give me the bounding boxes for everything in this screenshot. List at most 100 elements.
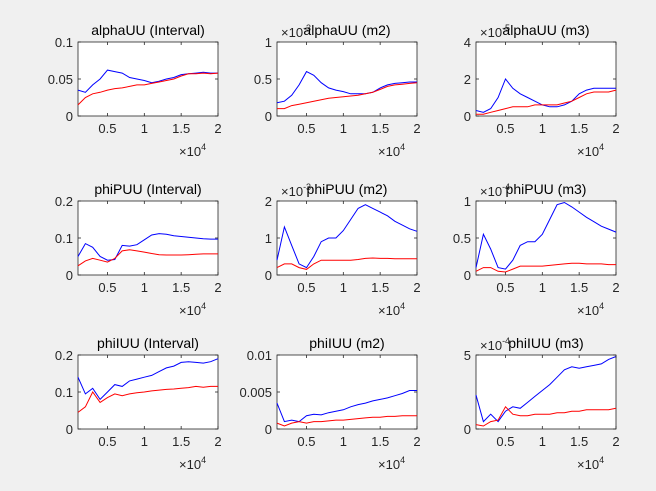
subplot-1: 0.5 1 1.5 2 0 0.05 0.1 ×104 alphaUU (Interval) <box>48 22 222 159</box>
series-line-2 <box>77 249 218 267</box>
y-tick-label: 0.5 <box>453 231 471 246</box>
x-tick-label: 2 <box>214 280 221 295</box>
x-tick-label: 2 <box>612 280 619 295</box>
series-line-1 <box>475 356 617 423</box>
x-tick-label: 1.5 <box>570 121 588 136</box>
axes-frame <box>276 200 418 276</box>
y-tick-label: 2 <box>464 72 471 87</box>
x-tick-label: 1.5 <box>371 434 389 449</box>
y-tick-label: 0 <box>464 268 471 283</box>
y-exponent-label: ×10-4 <box>480 336 510 353</box>
series-line-2 <box>77 72 219 106</box>
y-tick-label: 0.1 <box>55 385 73 400</box>
y-tick-label: 0 <box>464 422 471 437</box>
subplot-title: phiIUU (m3) <box>508 335 583 351</box>
series-line-1 <box>475 201 617 270</box>
y-tick-label: 0 <box>66 268 73 283</box>
y-exponent-label: ×10-4 <box>480 182 510 199</box>
y-tick-label: 0 <box>265 109 272 124</box>
x-tick-label: 1 <box>141 280 148 295</box>
y-exponent-label: ×10-5 <box>480 23 510 40</box>
x-tick-label: 0.5 <box>98 121 116 136</box>
x-tick-label: 2 <box>214 121 221 136</box>
y-tick-label: 0 <box>66 109 73 124</box>
series-line-2 <box>276 415 417 427</box>
x-exponent-label: ×104 <box>577 142 604 159</box>
series-line-1 <box>276 390 417 423</box>
x-tick-label: 1.5 <box>570 434 588 449</box>
y-tick-label: 0.005 <box>239 385 272 400</box>
y-tick-label: 0.01 <box>247 348 272 363</box>
x-exponent-label: ×104 <box>179 455 206 472</box>
x-tick-label: 2 <box>413 280 420 295</box>
x-exponent-label: ×104 <box>179 301 206 318</box>
x-exponent-label: ×104 <box>378 301 405 318</box>
subplot-7: 0.5 1 1.5 2 0 0.1 0.2 ×104 phiIUU (Interval) <box>55 335 222 472</box>
x-tick-label: 0.5 <box>496 434 514 449</box>
x-exponent-label: ×104 <box>577 455 604 472</box>
series-line-2 <box>475 405 617 427</box>
series-line-2 <box>277 82 418 110</box>
subplot-title: phiPUU (Interval) <box>94 181 201 197</box>
series-line-1 <box>77 69 218 93</box>
subplot-title: alphaUU (m3) <box>502 22 589 38</box>
y-tick-label: 0.2 <box>55 348 73 363</box>
y-tick-label: 1 <box>464 194 471 209</box>
x-tick-label: 1 <box>141 434 148 449</box>
x-tick-label: 0.5 <box>98 434 116 449</box>
y-tick-label: 2 <box>265 194 272 209</box>
x-tick-label: 1 <box>340 121 347 136</box>
y-exponent-label: ×10-3 <box>281 182 311 199</box>
x-tick-label: 1 <box>539 121 546 136</box>
y-tick-label: 0 <box>265 422 272 437</box>
x-tick-label: 2 <box>214 434 221 449</box>
x-tick-label: 0.5 <box>297 434 315 449</box>
y-tick-label: 0 <box>265 268 272 283</box>
axes-frame <box>475 354 617 430</box>
y-tick-label: 0.1 <box>55 35 73 50</box>
y-tick-label: 1 <box>265 231 272 246</box>
x-tick-label: 2 <box>612 121 619 136</box>
y-tick-label: 0.05 <box>48 72 73 87</box>
x-tick-label: 1.5 <box>371 121 389 136</box>
x-tick-label: 1 <box>340 434 347 449</box>
axes-frame <box>77 41 219 117</box>
axes-frame <box>276 354 418 430</box>
x-tick-label: 1 <box>141 121 148 136</box>
y-tick-label: 0.1 <box>55 231 73 246</box>
y-tick-label: 0 <box>464 109 471 124</box>
y-tick-label: 0 <box>66 422 73 437</box>
subplot-title: phiPUU (m2) <box>307 181 388 197</box>
subplot-8: 0.5 1 1.5 2 0 0.005 0.01 ×104 phiIUU (m2) <box>239 335 420 472</box>
y-tick-label: 4 <box>464 35 471 50</box>
subplot-title: alphaUU (m2) <box>303 22 390 38</box>
x-tick-label: 0.5 <box>297 280 315 295</box>
subplot-title: phiIUU (Interval) <box>97 335 199 351</box>
x-exponent-label: ×104 <box>378 142 405 159</box>
x-tick-label: 1.5 <box>172 280 190 295</box>
x-tick-label: 1.5 <box>172 434 190 449</box>
x-tick-label: 1 <box>539 280 546 295</box>
axes-frame <box>77 354 219 430</box>
x-tick-label: 0.5 <box>496 280 514 295</box>
series-line-1 <box>77 233 218 261</box>
axes-frame <box>475 200 617 276</box>
subplot-title: phiPUU (m3) <box>506 181 587 197</box>
x-exponent-label: ×104 <box>179 142 206 159</box>
x-tick-label: 1.5 <box>172 121 190 136</box>
x-tick-label: 0.5 <box>98 280 116 295</box>
x-exponent-label: ×104 <box>577 301 604 318</box>
x-tick-label: 0.5 <box>297 121 315 136</box>
x-tick-label: 1 <box>539 434 546 449</box>
y-tick-label: 5 <box>464 348 471 363</box>
series-line-2 <box>77 385 218 413</box>
x-tick-label: 2 <box>413 121 420 136</box>
x-tick-label: 1.5 <box>371 280 389 295</box>
subplot-4: 0.5 1 1.5 2 0 0.1 0.2 ×104 phiPUU (Interval) <box>55 181 222 318</box>
y-tick-label: 0.5 <box>254 72 272 87</box>
